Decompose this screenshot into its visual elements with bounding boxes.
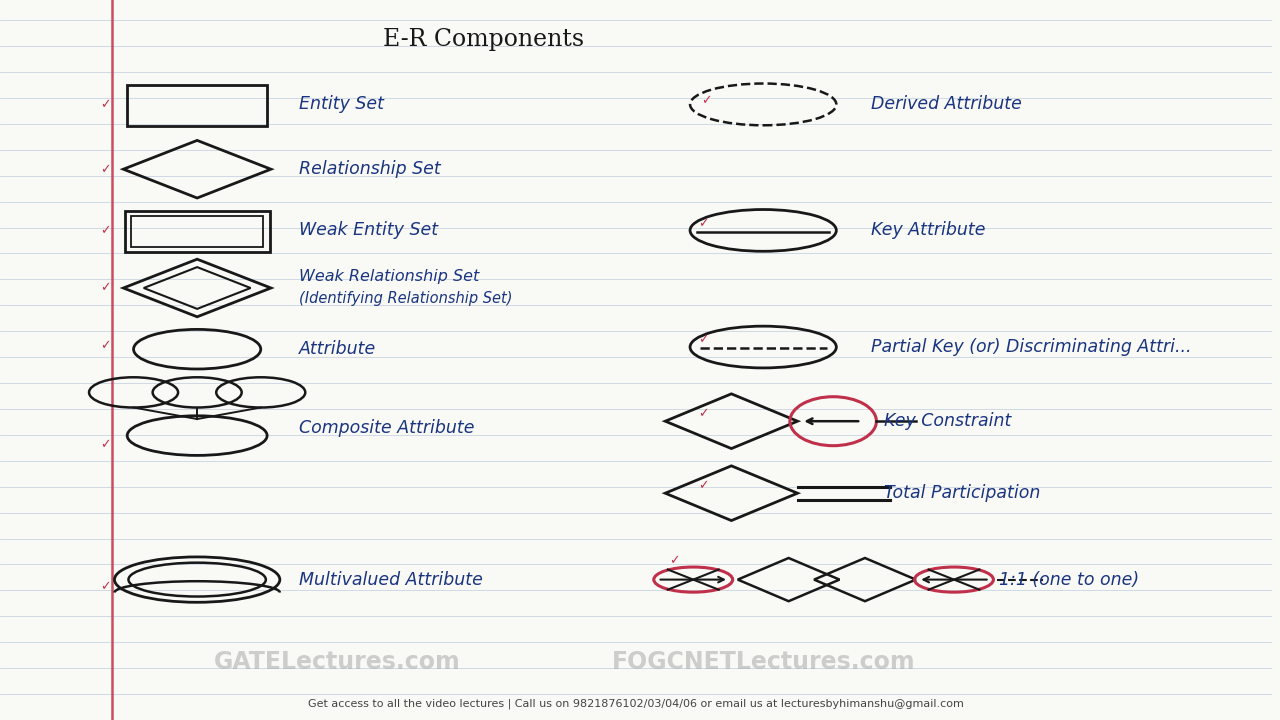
Text: Entity Set: Entity Set [300, 96, 384, 114]
Text: Get access to all the video lectures | Call us on 9821876102/03/04/06 or email u: Get access to all the video lectures | C… [308, 699, 964, 709]
Text: ✓: ✓ [698, 333, 709, 346]
Text: Key Attribute: Key Attribute [872, 222, 986, 239]
Text: Relationship Set: Relationship Set [300, 161, 440, 179]
Text: GATELectures.com: GATELectures.com [214, 650, 461, 675]
Text: ✓: ✓ [698, 408, 709, 420]
Text: Multivalued Attribute: Multivalued Attribute [300, 570, 483, 589]
Text: Composite Attribute: Composite Attribute [300, 419, 475, 438]
Text: ✓: ✓ [698, 480, 709, 492]
Text: ✓: ✓ [100, 339, 111, 352]
Text: Key Constraint: Key Constraint [884, 412, 1011, 431]
Text: ✓: ✓ [669, 554, 680, 567]
Text: ✓: ✓ [100, 282, 111, 294]
Text: FOGCNETLectures.com: FOGCNETLectures.com [612, 650, 915, 675]
Text: ✓: ✓ [100, 98, 111, 111]
Text: ✓: ✓ [700, 94, 712, 107]
Text: Total Participation: Total Participation [884, 485, 1041, 503]
Text: ✓: ✓ [100, 438, 111, 451]
Text: E-R Components: E-R Components [383, 28, 584, 51]
Text: ✓: ✓ [100, 224, 111, 237]
Text: ✓: ✓ [100, 580, 111, 593]
Text: ✓: ✓ [100, 163, 111, 176]
Text: Weak Entity Set: Weak Entity Set [300, 222, 438, 239]
Text: 1:1 (one to one): 1:1 (one to one) [998, 570, 1139, 589]
Text: Weak Relationship Set: Weak Relationship Set [300, 269, 479, 284]
Text: ✓: ✓ [698, 217, 709, 230]
Text: (Identifying Relationship Set): (Identifying Relationship Set) [300, 291, 512, 305]
Text: Derived Attribute: Derived Attribute [872, 96, 1023, 114]
Text: Attribute: Attribute [300, 341, 376, 359]
Text: Partial Key (or) Discriminating Attri...: Partial Key (or) Discriminating Attri... [872, 338, 1192, 356]
